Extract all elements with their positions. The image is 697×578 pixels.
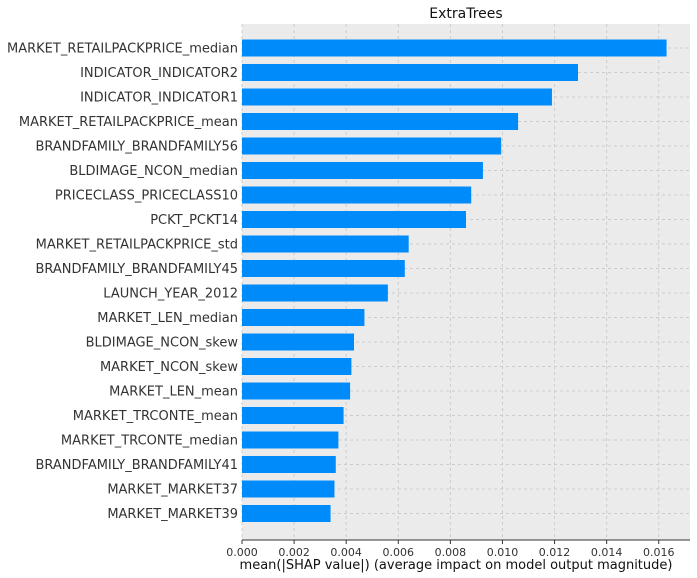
- bar: [242, 333, 354, 351]
- bar: [242, 260, 405, 277]
- bar: [242, 382, 351, 400]
- category-label: MARKET_LEN_mean: [109, 385, 238, 400]
- bar: [242, 480, 335, 498]
- bar: [242, 113, 519, 130]
- bar: [242, 39, 667, 57]
- category-label: INDICATOR_INDICATOR1: [80, 91, 238, 106]
- category-label: INDICATOR_INDICATOR2: [80, 66, 238, 81]
- x-tick-label: 0.014: [591, 546, 623, 559]
- bar: [242, 358, 352, 375]
- category-label: MARKET_MARKET37: [107, 483, 238, 498]
- category-label: BLDIMAGE_NCON_skew: [86, 336, 239, 351]
- x-tick-label: 0.016: [643, 546, 675, 559]
- plot-area: [242, 24, 690, 540]
- x-axis-label: mean(|SHAP value|) (average impact on mo…: [240, 558, 673, 573]
- category-label: MARKET_RETAILPACKPRICE_median: [7, 42, 238, 57]
- bar: [242, 186, 472, 204]
- bar: [242, 284, 388, 302]
- category-label: BRANDFAMILY_BRANDFAMILY45: [35, 262, 238, 277]
- bar: [242, 137, 502, 155]
- x-tick-label: 0.012: [539, 546, 571, 559]
- bar: [242, 505, 331, 522]
- category-label: BLDIMAGE_NCON_median: [69, 164, 238, 179]
- category-label: BRANDFAMILY_BRANDFAMILY41: [35, 458, 238, 473]
- bar: [242, 456, 336, 473]
- category-label: MARKET_MARKET39: [107, 507, 238, 522]
- category-label: MARKET_TRCONTE_mean: [73, 409, 238, 424]
- category-label: MARKET_RETAILPACKPRICE_mean: [19, 115, 238, 130]
- bar: [242, 64, 578, 81]
- x-tick-label: 0.004: [330, 546, 362, 559]
- category-label: PRICECLASS_PRICECLASS10: [55, 189, 238, 204]
- x-tick-label: 0.010: [487, 546, 519, 559]
- x-tick-label: 0.002: [278, 546, 310, 559]
- bar: [242, 407, 344, 424]
- chart-title: ExtraTrees: [429, 6, 502, 22]
- bar: [242, 431, 339, 449]
- bar: [242, 309, 365, 326]
- bar: [242, 235, 409, 253]
- x-axis: 0.000 0.002 0.004 0.006 0.008 0.010 0.012 0.014…: [226, 539, 690, 559]
- category-label: MARKET_LEN_median: [97, 311, 238, 326]
- bar: [242, 88, 552, 106]
- category-label: MARKET_NCON_skew: [100, 360, 238, 375]
- category-label: PCKT_PCKT14: [150, 213, 238, 228]
- category-label: BRANDFAMILY_BRANDFAMILY56: [35, 140, 238, 155]
- bars: [242, 39, 667, 522]
- x-tick-label: 0.000: [226, 546, 258, 559]
- category-label: MARKET_RETAILPACKPRICE_std: [36, 238, 238, 253]
- x-tick-label: 0.008: [435, 546, 467, 559]
- bar: [242, 211, 466, 228]
- bar: [242, 162, 483, 179]
- x-tick-label: 0.006: [383, 546, 415, 559]
- category-labels: MARKET_RETAILPACKPRICE_median INDICATOR_I…: [7, 42, 238, 523]
- category-label: LAUNCH_YEAR_2012: [103, 287, 238, 302]
- category-label: MARKET_TRCONTE_median: [61, 434, 238, 449]
